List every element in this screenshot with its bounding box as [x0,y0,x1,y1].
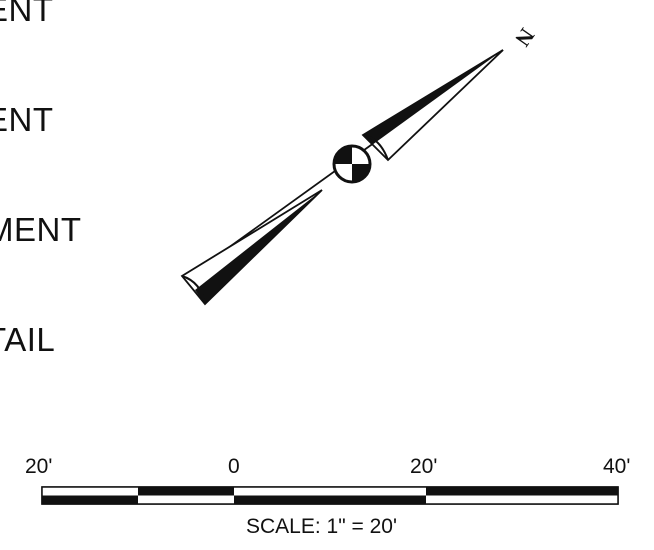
legend-text-2: ENT [0,101,54,138]
scale-label-40: 40' [603,455,631,478]
arrow-head-upper-curve [362,134,389,161]
arrow-head-upper-fill [363,50,503,145]
scale-label-20-left: 20' [25,455,53,478]
scale-caption: SCALE: 1" = 20' [246,515,397,538]
legend-text-3: MENT [0,211,82,248]
arrow-tail-curve [181,275,206,305]
center-target-icon [332,144,372,184]
arrow-tail-fill [195,190,322,304]
legend-text-1: ENT [0,0,54,28]
scale-label-0: 0 [228,455,240,478]
scale-label-20-right: 20' [410,455,438,478]
